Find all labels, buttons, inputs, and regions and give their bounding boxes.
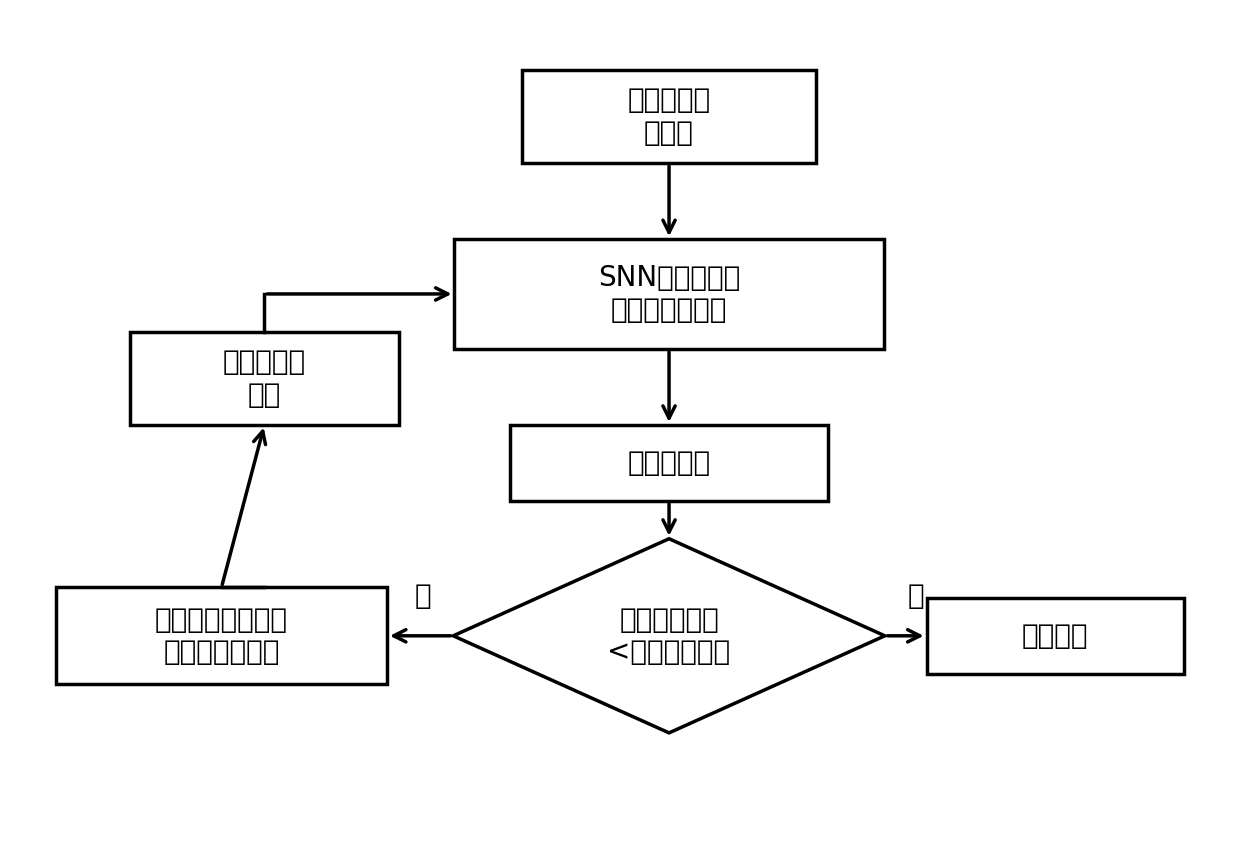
Text: 否: 否: [908, 583, 924, 611]
Bar: [455, 239, 884, 349]
Text: 进行下一代
运算: 进行下一代 运算: [223, 348, 306, 408]
Bar: [510, 425, 828, 501]
Polygon shape: [454, 539, 885, 733]
Text: 是: 是: [414, 583, 432, 611]
Bar: [522, 70, 816, 163]
Bar: [926, 598, 1184, 674]
Text: 初始化种群
染色体: 初始化种群 染色体: [627, 87, 711, 147]
Bar: [56, 587, 387, 685]
Text: 当前迭代次数
<最大迭代次数: 当前迭代次数 <最大迭代次数: [608, 606, 730, 666]
Text: 最佳计算值: 最佳计算值: [627, 449, 711, 477]
Text: 遗传操作：交叉、
变异、选取最优: 遗传操作：交叉、 变异、选取最优: [155, 606, 288, 666]
Text: 停止迭代: 停止迭代: [1022, 622, 1089, 650]
Bar: [129, 332, 399, 425]
Text: SNN突触前连接
权重和突触延迟: SNN突触前连接 权重和突触延迟: [598, 263, 740, 324]
